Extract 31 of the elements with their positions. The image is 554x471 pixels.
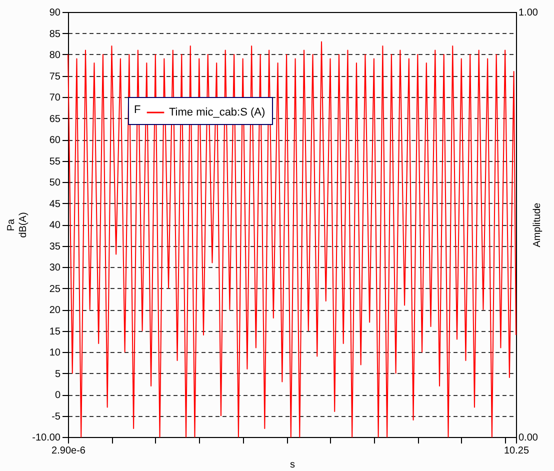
y-tick-label: 75 xyxy=(49,71,61,82)
y-tick-label: 80 xyxy=(49,50,61,61)
y-tick-label: 85 xyxy=(49,28,61,40)
y-tick-label: 35 xyxy=(49,241,61,252)
y-tick-label: 15 xyxy=(49,326,61,338)
y2-axis-title: Amplitude xyxy=(532,202,543,248)
y-tick-label: 25 xyxy=(49,284,61,295)
x-tick-label: 10.25 xyxy=(504,446,530,456)
y2-tick-label: 1.00 xyxy=(518,8,538,18)
y2-tick-label: 0.00 xyxy=(518,432,538,444)
y-tick-label: 65 xyxy=(49,114,61,125)
legend-label: Time mic_cab:S (A) xyxy=(169,106,266,118)
y-axis-title: Pa dB(A) xyxy=(6,212,30,238)
x-tick-label: 2.90e-6 xyxy=(52,446,86,456)
legend-title: F xyxy=(134,104,141,116)
x-axis-title: s xyxy=(290,460,295,470)
y-tick-label: 10 xyxy=(49,348,61,358)
y-tick-label: 50 xyxy=(49,178,61,188)
y-tick-label: 60 xyxy=(49,135,61,146)
y-tick-label: 0 xyxy=(54,390,61,401)
y-tick-label: 55 xyxy=(49,156,61,168)
line-series xyxy=(68,41,516,438)
y-tick-label: 5 xyxy=(54,368,61,380)
y-tick-label: 45 xyxy=(49,198,61,210)
y-tick-label: 40 xyxy=(49,220,61,231)
y-tick-label: 70 xyxy=(49,92,61,104)
y-tick-label: 30 xyxy=(49,262,61,274)
y-tick-label: 20 xyxy=(49,305,61,316)
y-tick-label: 90 xyxy=(49,8,61,18)
y-tick-label: -5 xyxy=(52,411,61,422)
y-tick-label: -10.00 xyxy=(32,432,61,444)
